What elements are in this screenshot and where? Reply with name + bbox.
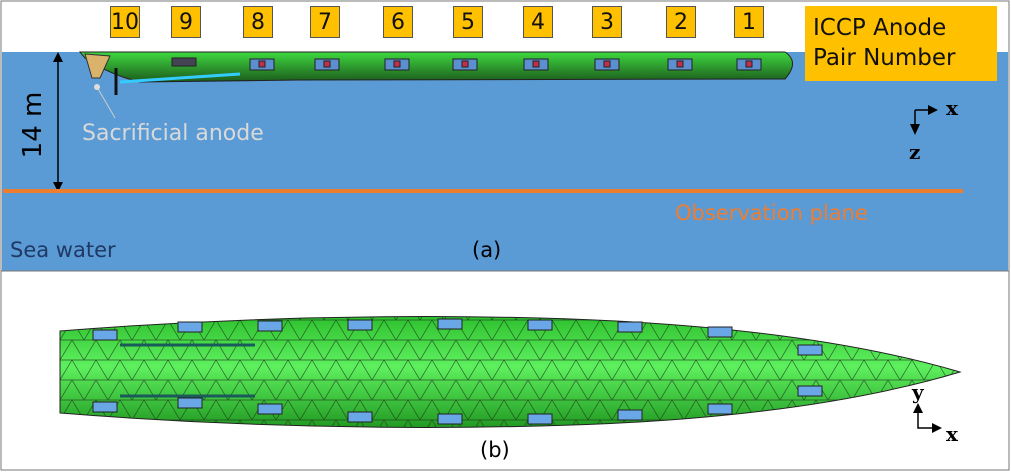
iccp-anode-bottom xyxy=(177,397,203,409)
legend-line-2: Pair Number xyxy=(813,45,956,71)
iccp-anode-top xyxy=(797,344,823,356)
sacrificial-leader-dot xyxy=(94,84,100,90)
iccp-anode-bottom xyxy=(257,403,283,415)
sacrificial-anode-label: Sacrificial anode xyxy=(82,121,264,146)
sacrificial-leader-line xyxy=(96,86,116,119)
iccp-anode-center xyxy=(603,60,611,68)
anode-number-1: 1 xyxy=(734,6,764,38)
axes-xz-arrowheads xyxy=(910,105,938,135)
hull-mesh-lines xyxy=(60,316,960,428)
anode-number-4: 4 xyxy=(523,6,553,38)
axes-xy-icon xyxy=(917,412,933,429)
iccp-anode-bottom xyxy=(437,413,463,425)
sacrificial-anode-shape xyxy=(84,53,111,79)
iccp-anode-bottom xyxy=(797,385,823,397)
axes-xz-icon xyxy=(914,109,930,125)
iccp-anode xyxy=(171,57,197,67)
observation-plane-label: Observation plane xyxy=(675,201,868,225)
legend-line-1: ICCP Anode xyxy=(813,15,947,41)
iccp-anode-center xyxy=(532,60,540,68)
axis-y-label: y xyxy=(912,380,924,404)
axis-x-label-a: x xyxy=(946,96,958,120)
anode-number-8: 8 xyxy=(243,6,273,38)
iccp-anode-top xyxy=(347,319,373,331)
iccp-anode-top xyxy=(707,326,733,338)
iccp-anode-center xyxy=(323,60,331,68)
iccp-anode-bottom xyxy=(617,409,643,421)
sea-region xyxy=(2,52,1008,271)
panel-a-label: (a) xyxy=(472,238,502,262)
anode-number-3: 3 xyxy=(592,6,622,38)
axis-z-label: z xyxy=(909,140,921,164)
iccp-anode-top xyxy=(617,321,643,333)
iccp-anode-center xyxy=(745,60,753,68)
iccp-anode-center xyxy=(258,60,266,68)
anode-number-10: 10 xyxy=(110,6,140,38)
anode-number-9: 9 xyxy=(171,6,201,38)
shaft xyxy=(119,72,241,84)
iccp-anode-top xyxy=(437,318,463,330)
iccp-anode-center xyxy=(676,60,684,68)
iccp-anode-top xyxy=(527,319,553,331)
axis-x-label-b: x xyxy=(946,422,958,446)
anode-number-5: 5 xyxy=(453,6,483,38)
iccp-anode-top xyxy=(177,321,203,333)
hull-anodes xyxy=(171,57,762,71)
anode-number-7: 7 xyxy=(310,6,340,38)
hull-anodes-top xyxy=(92,318,823,425)
iccp-anode-top xyxy=(257,320,283,332)
panel-b-label: (b) xyxy=(480,438,510,462)
sea-water-label: Sea water xyxy=(10,238,116,262)
iccp-anode-bottom xyxy=(347,411,373,423)
iccp-anode-center xyxy=(461,60,469,68)
axes-xy-arrowheads xyxy=(913,403,942,433)
anode-number-2: 2 xyxy=(666,6,696,38)
depth-label: 14 m xyxy=(18,91,48,159)
iccp-anode-bottom xyxy=(92,401,118,413)
anode-number-6: 6 xyxy=(383,6,413,38)
iccp-anode-center xyxy=(393,60,401,68)
iccp-anode-bottom xyxy=(527,413,553,425)
iccp-anode-top xyxy=(92,329,118,341)
legend-box: ICCP Anode Pair Number xyxy=(805,6,997,81)
iccp-anode-bottom xyxy=(707,403,733,415)
